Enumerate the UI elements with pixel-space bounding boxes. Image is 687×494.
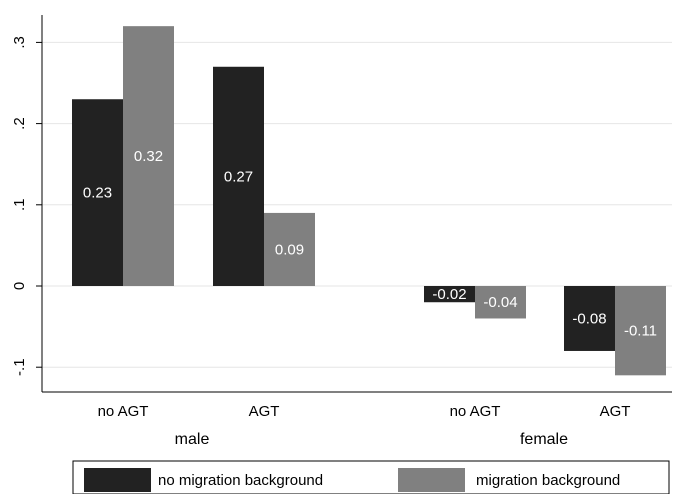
y-tick-label: .3 [11,36,28,49]
category-label: AGT [600,403,631,420]
bar [424,286,475,303]
y-tick-label: .2 [11,117,28,130]
category-label: no AGT [450,403,501,420]
y-tick-label: .1 [11,199,28,212]
legend-label: no migration background [158,472,323,489]
y-tick-label: 0 [11,282,28,290]
bar-value-label: -0.11 [624,323,657,340]
bar [213,66,264,286]
bar-value-label: 0.27 [224,168,253,185]
bar [123,26,174,286]
group-label: female [520,431,568,448]
bar-value-label: -0.08 [572,310,606,327]
legend-swatch [84,468,151,492]
legend-swatch [398,468,465,492]
bar-value-label: -0.02 [432,286,466,303]
bar [72,99,123,287]
bar [475,286,526,319]
category-label: no AGT [98,403,149,420]
y-tick-label: -.1 [11,358,28,376]
bar [564,286,615,351]
group-label: male [175,431,210,448]
bar-value-label: 0.32 [134,148,163,165]
bars: 0.23 0.27 -0.02 -0.08 0.32 0.09 -0.04 -0.11 [72,26,666,376]
legend-label: migration background [476,472,620,489]
legend: no migration background migration backgro… [72,460,670,494]
bar-value-label: 0.09 [275,241,304,258]
x-axis-labels: no AGT AGT no AGT AGT male female [98,403,631,448]
category-label: AGT [249,403,280,420]
bar-value-label: -0.04 [483,294,517,311]
bar [264,212,315,286]
bar [615,286,666,376]
legend-box [72,460,670,494]
bar-value-label: 0.23 [83,185,112,202]
y-axis: -.1 0 .1 .2 .3 [11,15,672,393]
